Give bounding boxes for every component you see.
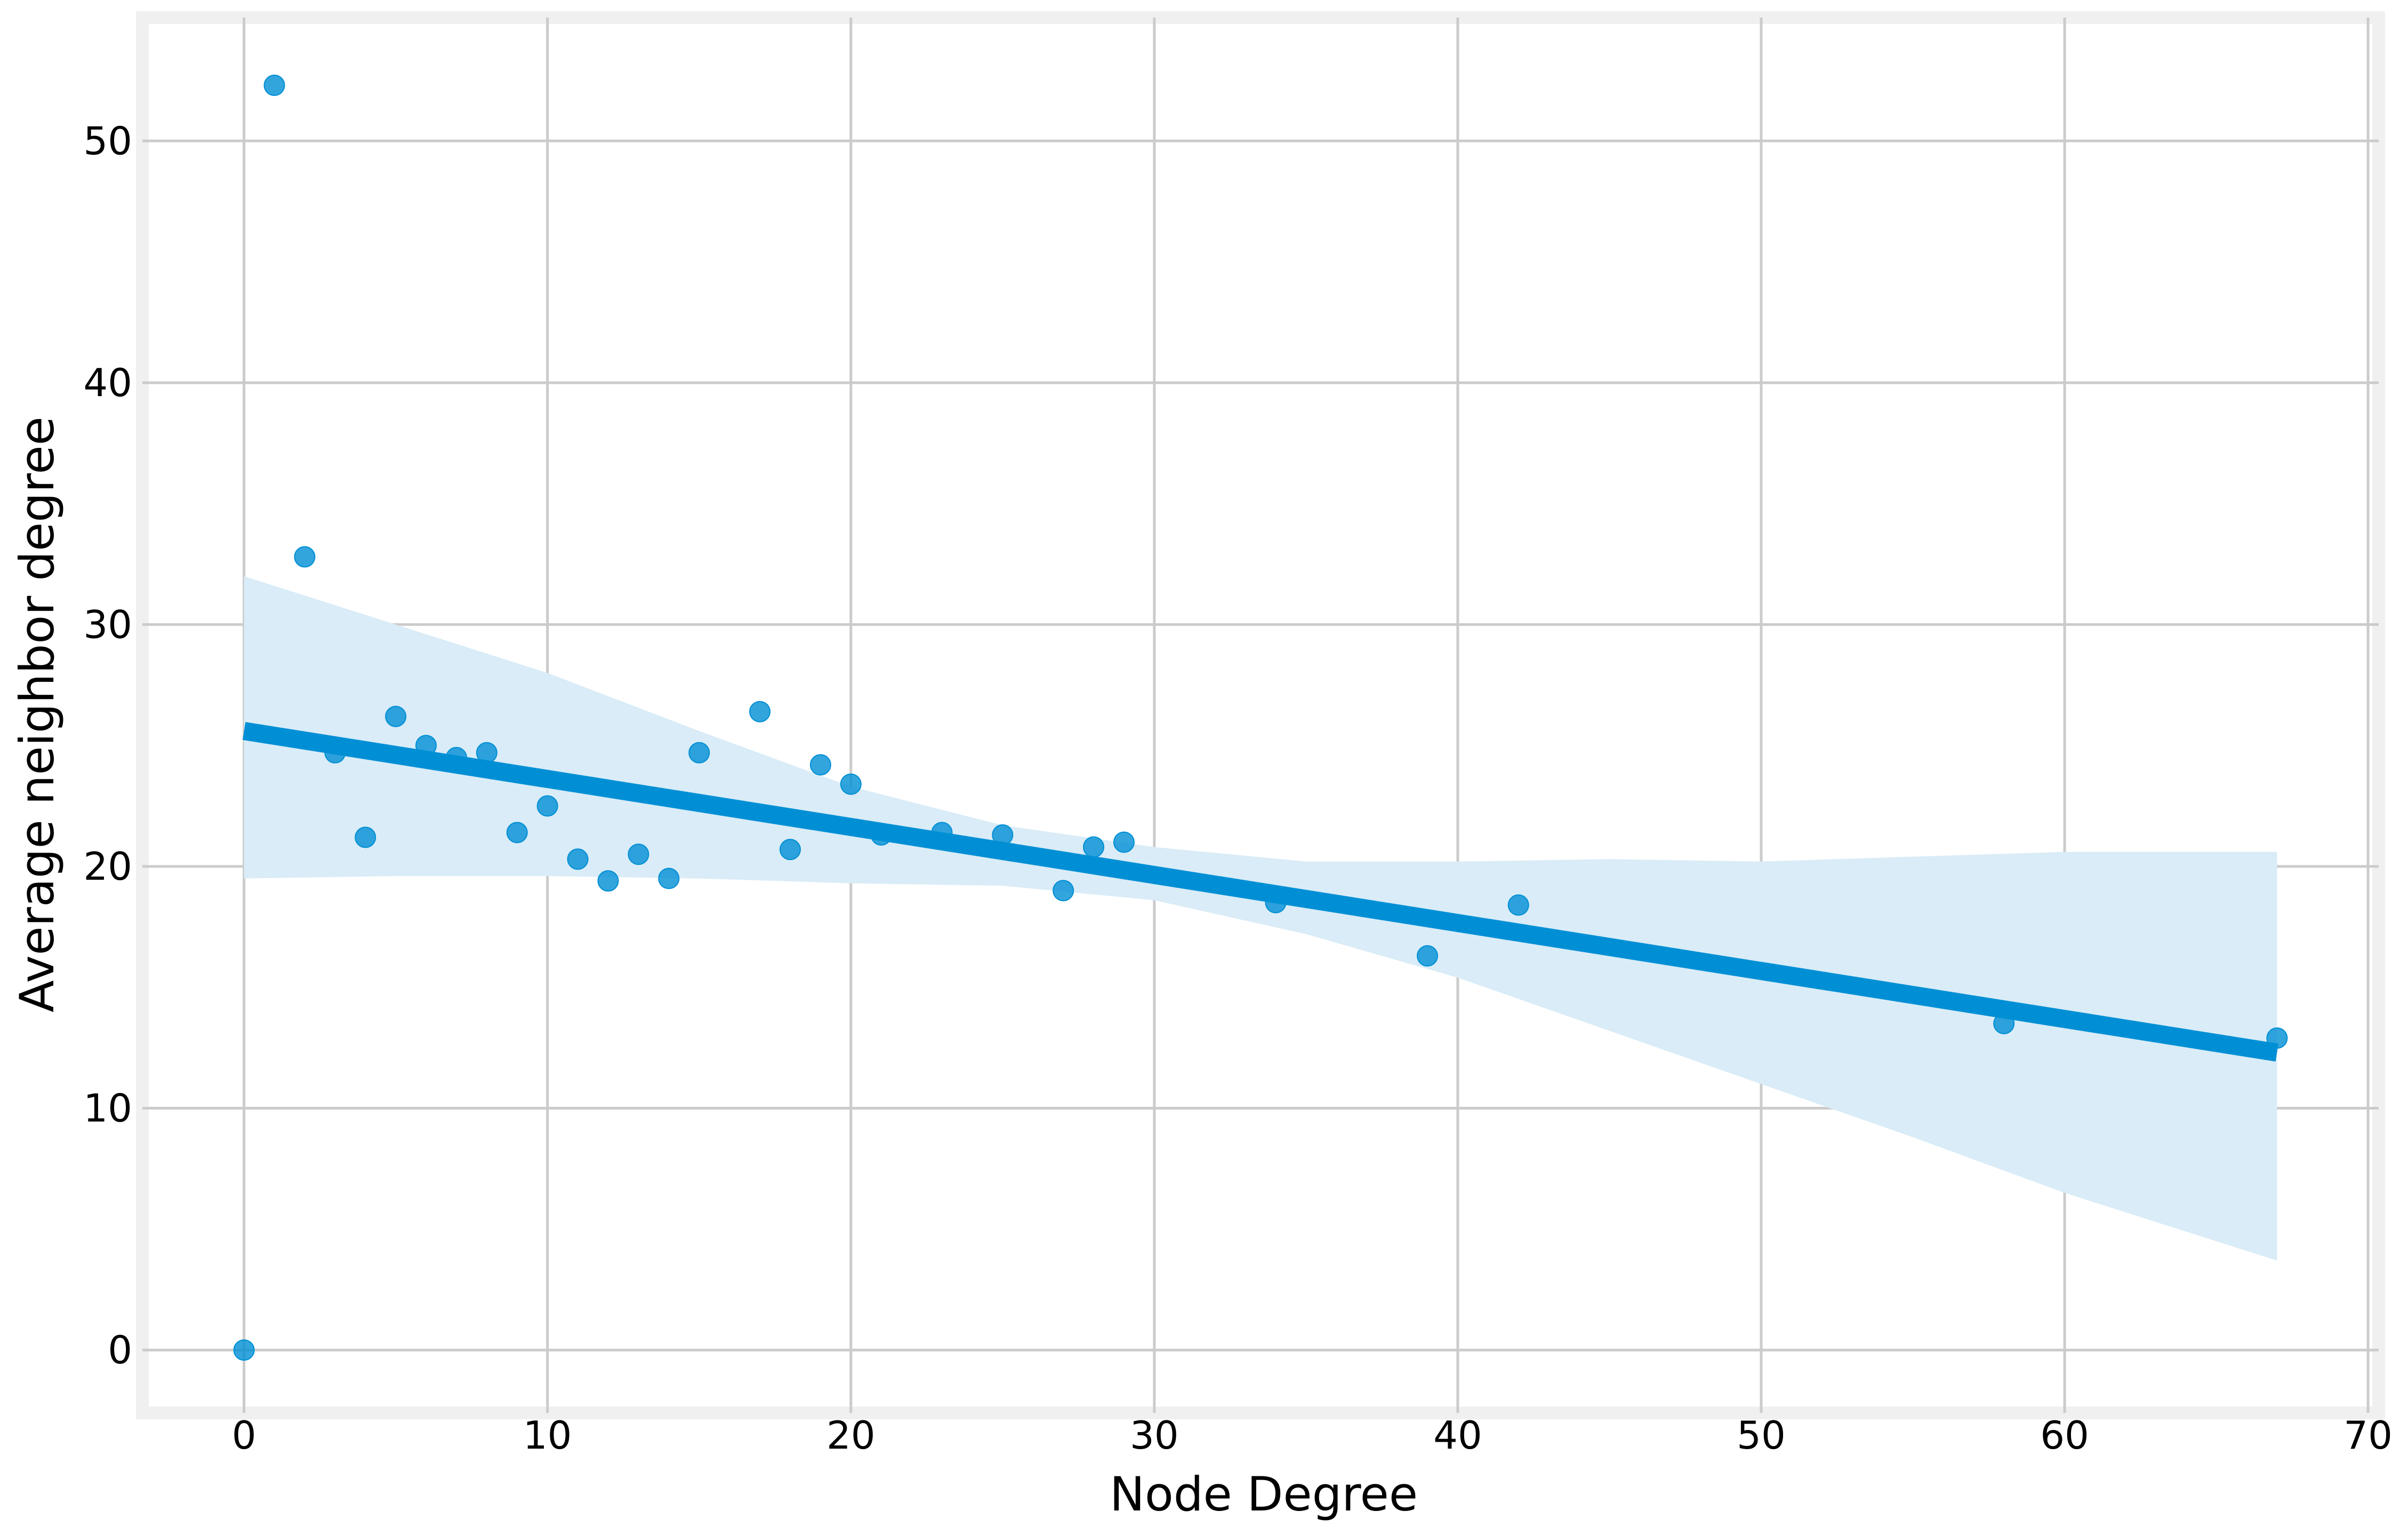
y-tick-label: 20: [83, 844, 132, 889]
x-tick-label: 10: [523, 1413, 572, 1458]
scatter-point: [263, 74, 285, 96]
scatter-point: [536, 795, 558, 817]
scatter-point: [567, 848, 589, 870]
x-tick-label: 50: [1737, 1413, 1786, 1458]
x-tick-label: 40: [1433, 1413, 1482, 1458]
scatter-point: [233, 1339, 255, 1361]
y-tick-label: 0: [108, 1328, 132, 1372]
x-tick-label: 60: [2040, 1413, 2089, 1458]
regression-line: [242, 722, 2279, 1062]
y-tick-label: 30: [83, 602, 132, 647]
scatter-point: [628, 843, 649, 865]
x-tick-label: 30: [1130, 1413, 1179, 1458]
scatter-point: [749, 701, 771, 722]
x-tick-labels: 0 10 20 30 40 50 60 70: [232, 1413, 2393, 1458]
scatter-point: [688, 742, 710, 764]
scatter-point: [597, 870, 619, 892]
x-axis-label: Node Degree: [1110, 1467, 1418, 1522]
scatter-point: [1083, 836, 1105, 858]
scatter-point: [1053, 880, 1074, 902]
y-axis-label: Average neighbor degree: [10, 416, 65, 1012]
y-tick-label: 40: [83, 360, 132, 405]
confidence-band-layer: [244, 576, 2277, 1261]
scatter-point: [840, 773, 862, 795]
scatter-point: [294, 546, 316, 568]
x-tick-label: 70: [2343, 1413, 2393, 1458]
confidence-band: [244, 576, 2277, 1261]
scatter-point: [506, 822, 528, 843]
scatter-point: [658, 867, 680, 889]
scatter-point: [779, 839, 801, 861]
scatter-point: [809, 754, 831, 776]
y-tick-label: 10: [83, 1086, 132, 1131]
y-tick-labels: 0 10 20 30 40 50: [83, 118, 132, 1372]
x-tick-label: 20: [826, 1413, 876, 1458]
x-tick-label: 0: [232, 1413, 256, 1458]
scatter-point: [1416, 945, 1438, 967]
regression-line-layer: [242, 722, 2279, 1062]
scatter-point: [1507, 894, 1529, 916]
scatter-point: [355, 826, 376, 848]
y-tick-label: 50: [83, 118, 132, 163]
scatter-point: [385, 705, 407, 727]
scatter-point: [1113, 831, 1135, 853]
